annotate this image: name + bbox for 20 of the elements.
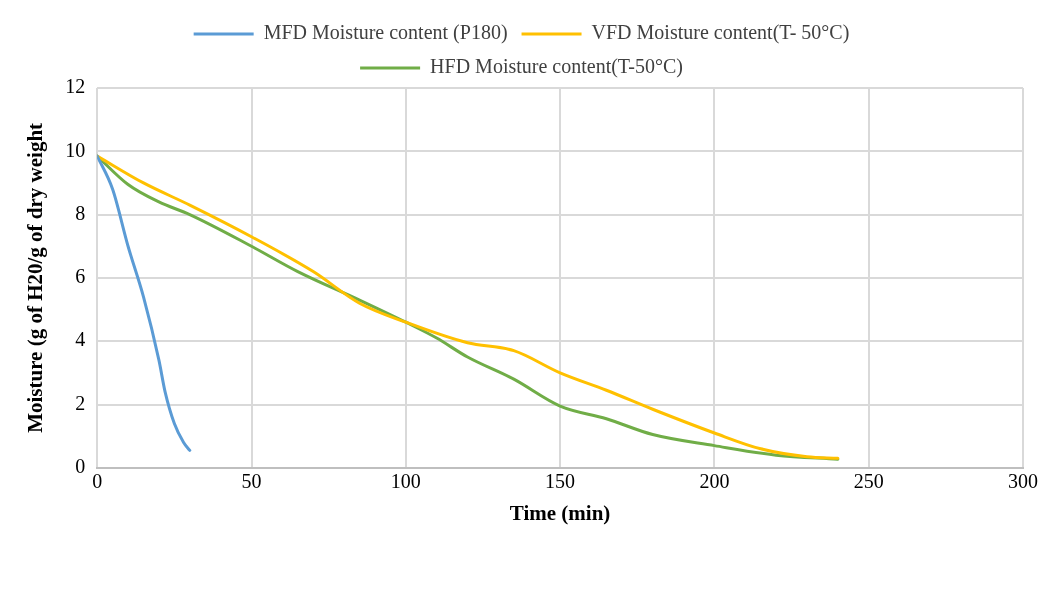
x-tick-label: 300 <box>1008 470 1038 493</box>
legend-label: HFD Moisture content(T-50°C) <box>430 55 683 79</box>
x-tick-label: 200 <box>699 470 730 493</box>
x-tick-label: 150 <box>545 470 576 493</box>
y-tick-label: 8 <box>75 201 86 224</box>
x-axis-title: Time (min) <box>509 500 611 525</box>
y-tick-label: 6 <box>75 265 86 288</box>
y-axis-title: Moisture (g of H20/g of dry weight <box>23 122 48 433</box>
y-tick-label: 12 <box>65 75 86 98</box>
legend-label: MFD Moisture content (P180) <box>263 21 508 45</box>
y-tick-label: 2 <box>75 391 86 414</box>
y-tick-label: 4 <box>75 328 86 351</box>
x-tick-label: 250 <box>853 470 884 493</box>
y-tick-label: 10 <box>65 138 86 161</box>
x-tick-label: 0 <box>92 470 103 493</box>
legend-label: VFD Moisture content(T- 50°C) <box>591 21 850 45</box>
y-tick-label: 0 <box>75 455 86 478</box>
x-tick-label: 50 <box>241 470 262 493</box>
line-series <box>97 154 192 452</box>
x-tick-label: 100 <box>390 470 421 493</box>
